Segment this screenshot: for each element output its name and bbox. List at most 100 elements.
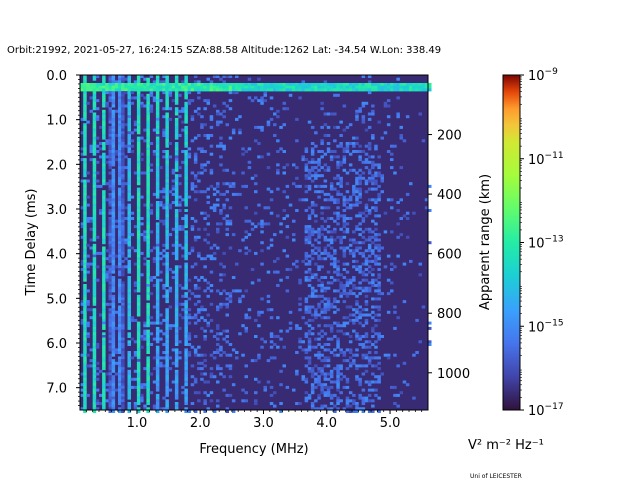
heatmap-cell [171,380,176,384]
heatmap-cell [374,163,378,167]
heatmap-cell [396,404,400,408]
heatmap-cell [352,249,356,253]
heatmap-cell [402,214,407,218]
heatmap-cell [111,152,116,156]
heatmap-cell [304,356,309,360]
heatmap-cell [118,300,122,304]
heatmap-cell [143,104,147,108]
heatmap-cell [152,99,157,103]
heatmap-cell [269,402,274,405]
heatmap-cell [108,91,112,95]
heatmap-cell [396,209,400,212]
heatmap-cell [415,318,419,322]
heatmap-cell [209,399,214,403]
heatmap-cell [111,85,116,89]
heatmap-cell [114,150,119,153]
heatmap-cell [83,77,87,81]
heatmap-cell [102,281,106,285]
heatmap-cell [102,91,106,95]
heatmap-cell [326,83,331,86]
heatmap-cell [127,305,131,309]
heatmap-cell [146,292,150,296]
heatmap-cell [342,351,347,354]
heatmap-cell [118,147,122,151]
heatmap-cell [326,238,331,242]
heatmap-cell [121,324,125,328]
heatmap-cell [367,144,372,148]
heatmap-cell [235,88,239,92]
heatmap-cell [92,235,97,239]
heatmap-cell [149,230,154,234]
heatmap-cell [276,214,280,218]
heatmap-cell [364,396,369,400]
heatmap-cell [102,302,106,306]
heatmap-cell [345,404,350,408]
heatmap-cell [174,380,179,384]
heatmap-cell [146,209,150,212]
heatmap-cell [143,85,147,89]
heatmap-cell [92,302,97,306]
heatmap-cell [374,257,378,261]
heatmap-cell [345,222,350,226]
heatmap-cell [374,233,378,237]
heatmap-cell [136,155,141,159]
heatmap-cell [165,410,169,413]
heatmap-cell [336,353,340,357]
heatmap-cell [83,195,87,199]
heatmap-cell [374,351,378,354]
heatmap-cell [304,335,309,338]
heatmap-cell [228,294,233,298]
heatmap-cell [326,251,331,255]
heatmap-cell [190,227,195,231]
heatmap-cell [121,297,125,301]
heatmap-cell [231,131,236,135]
heatmap-cell [102,147,106,151]
heatmap-cell [197,91,201,95]
heatmap-cell [155,243,160,247]
heatmap-cell [174,176,179,180]
heatmap-cell [86,300,90,304]
heatmap-cell [367,345,372,349]
heatmap-cell [197,300,201,304]
heatmap-cell [329,235,334,239]
heatmap-cell [209,206,214,210]
heatmap-cell [127,340,131,344]
heatmap-cell [358,377,362,381]
heatmap-cell [254,182,258,186]
heatmap-cell [225,305,229,309]
heatmap-cell [181,217,185,220]
heatmap-cell [130,246,135,250]
heatmap-cell [203,83,207,86]
heatmap-cell [352,203,356,207]
heatmap-cell [111,246,116,250]
heatmap-cell [102,345,106,349]
heatmap-cell [165,335,169,338]
heatmap-cell [187,83,192,86]
heatmap-cell [152,380,157,384]
heatmap-cell [184,131,188,135]
heatmap-cell [146,104,150,108]
heatmap-cell [336,182,340,186]
heatmap-cell [136,361,141,365]
heatmap-cell [352,184,356,188]
heatmap-cell [105,388,109,392]
heatmap-cell [155,179,160,183]
heatmap-cell [184,351,188,354]
heatmap-cell [212,83,217,86]
heatmap-cell [203,107,207,111]
heatmap-cell [178,351,182,354]
heatmap-cell [241,147,245,151]
heatmap-cell [146,83,150,86]
heatmap-cell [118,402,122,405]
heatmap-cell [304,209,309,212]
heatmap-cell [333,155,337,159]
heatmap-cell [133,289,138,293]
heatmap-cell [171,99,176,103]
heatmap-cell [273,83,277,86]
heatmap-cell [121,308,125,312]
heatmap-cell [184,182,188,186]
heatmap-cell [247,96,252,100]
heatmap-cell [326,225,331,229]
heatmap-cell [320,369,324,373]
heatmap-cell [317,233,321,237]
